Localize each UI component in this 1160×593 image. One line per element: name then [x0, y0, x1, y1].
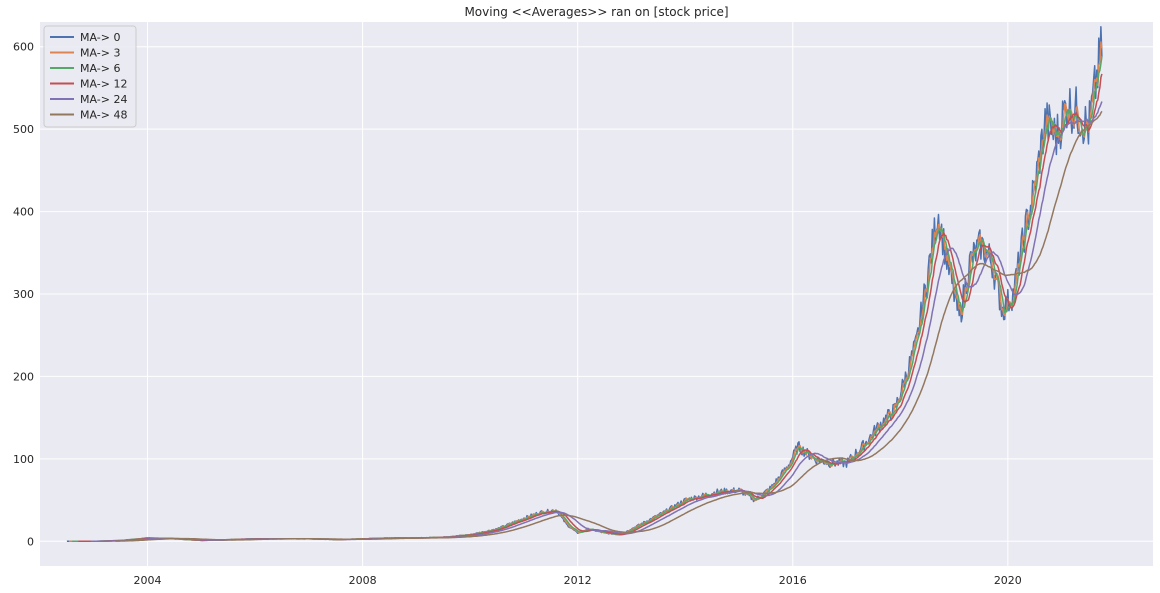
- y-tick-label: 400: [13, 206, 34, 219]
- legend-label: MA-> 3: [80, 47, 120, 60]
- y-tick-label: 0: [27, 535, 34, 548]
- series-lines: [66, 26, 1103, 543]
- y-tick-label: 100: [13, 453, 34, 466]
- x-tick-label: 2020: [994, 574, 1022, 587]
- x-tick-label: 2008: [349, 574, 377, 587]
- axis-ticks: 2004 2008 2012 2016 2020 0 100 200 300 400 500 600: [13, 41, 1022, 587]
- y-tick-label: 200: [13, 370, 34, 383]
- x-tick-label: 2004: [134, 574, 162, 587]
- y-tick-label: 600: [13, 41, 34, 54]
- legend-label: MA-> 0: [80, 31, 120, 44]
- y-tick-label: 500: [13, 123, 34, 136]
- series-line-ma-48: [115, 110, 1103, 542]
- grid-lines: [40, 22, 1153, 566]
- y-tick-label: 300: [13, 288, 34, 301]
- x-tick-label: 2016: [779, 574, 807, 587]
- legend-box: [43, 25, 137, 128]
- legend: MA-> 0 MA-> 3 MA-> 6 MA-> 12 MA-> 24 MA-> 48: [43, 25, 137, 128]
- chart-title: Moving <<Averages>> ran on [stock price]: [464, 5, 728, 19]
- legend-label: MA-> 12: [80, 78, 127, 91]
- legend-label: MA-> 48: [80, 109, 127, 122]
- legend-label: MA-> 24: [80, 93, 127, 106]
- legend-label: MA-> 6: [80, 62, 120, 75]
- x-tick-label: 2012: [564, 574, 592, 587]
